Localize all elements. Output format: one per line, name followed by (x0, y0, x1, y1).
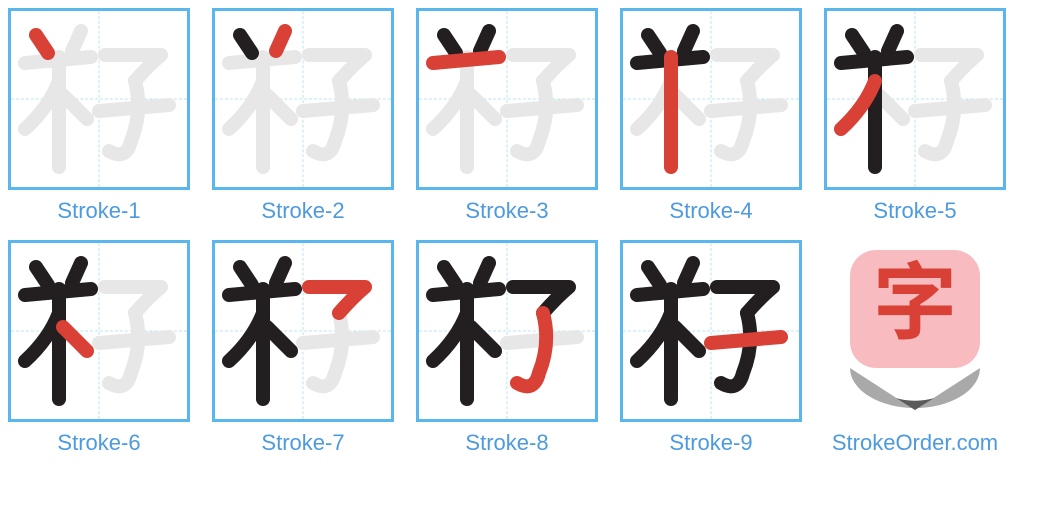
stroke-cell-6: Stroke-6 (8, 240, 190, 456)
stroke-tile-4 (620, 8, 802, 190)
stroke-cell-4: Stroke-4 (620, 8, 802, 224)
stroke-tile-1 (8, 8, 190, 190)
stroke-cell-5: Stroke-5 (824, 8, 1006, 224)
stroke-caption-2: Stroke-2 (261, 198, 344, 224)
stroke-cell-2: Stroke-2 (212, 8, 394, 224)
logo-cell: 字 StrokeOrder.com (824, 240, 1006, 456)
stroke-cell-8: Stroke-8 (416, 240, 598, 456)
stroke-caption-7: Stroke-7 (261, 430, 344, 456)
stroke-tile-8 (416, 240, 598, 422)
stroke-caption-3: Stroke-3 (465, 198, 548, 224)
stroke-cell-3: Stroke-3 (416, 8, 598, 224)
stroke-caption-1: Stroke-1 (57, 198, 140, 224)
stroke-cell-1: Stroke-1 (8, 8, 190, 224)
stroke-cell-9: Stroke-9 (620, 240, 802, 456)
stroke-tile-3 (416, 8, 598, 190)
stroke-cell-7: Stroke-7 (212, 240, 394, 456)
stroke-tile-5 (824, 8, 1006, 190)
stroke-tile-9 (620, 240, 802, 422)
logo-icon: 字 (824, 240, 1006, 422)
stroke-caption-6: Stroke-6 (57, 430, 140, 456)
logo-caption: StrokeOrder.com (832, 430, 998, 456)
stroke-caption-4: Stroke-4 (669, 198, 752, 224)
svg-text:字: 字 (873, 240, 957, 357)
stroke-tile-7 (212, 240, 394, 422)
stroke-grid: Stroke-1 Stroke-2 Stroke-3 Stroke-4 Stroke-5… (8, 8, 1042, 456)
stroke-caption-9: Stroke-9 (669, 430, 752, 456)
stroke-caption-8: Stroke-8 (465, 430, 548, 456)
stroke-caption-5: Stroke-5 (873, 198, 956, 224)
stroke-tile-2 (212, 8, 394, 190)
stroke-tile-6 (8, 240, 190, 422)
